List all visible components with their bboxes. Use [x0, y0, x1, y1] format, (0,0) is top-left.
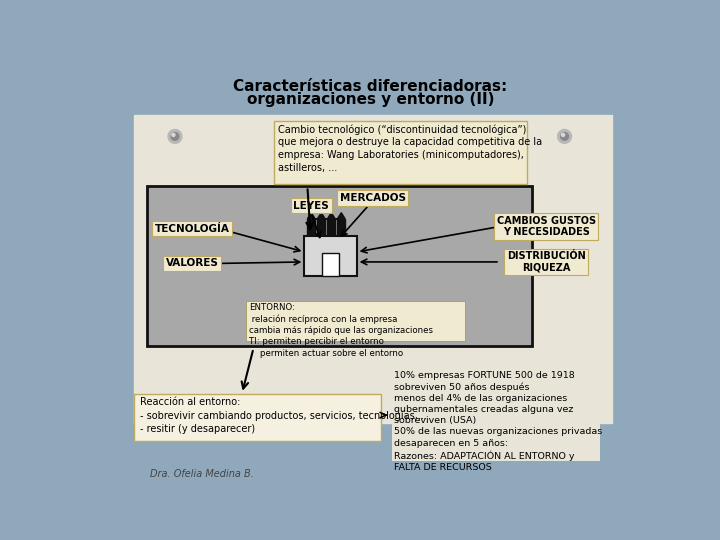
Text: Reacción al entorno:
- sobrevivir cambiando productos, servicios, tecnologías,..: Reacción al entorno: - sobrevivir cambia…	[140, 397, 426, 434]
Bar	[274, 121, 527, 184]
Text: TECNOLOGÍA: TECNOLOGÍA	[155, 224, 230, 234]
Text: CAMBIOS GUSTOS
Y NECESIDADES: CAMBIOS GUSTOS Y NECESIDADES	[497, 215, 595, 237]
Bar	[305, 236, 356, 276]
Bar	[148, 186, 532, 346]
Text: DISTRIBUCIÓN
RIQUEZA: DISTRIBUCIÓN RIQUEZA	[507, 251, 585, 273]
Circle shape	[558, 130, 572, 143]
Bar	[307, 219, 315, 236]
Bar	[322, 253, 339, 276]
Polygon shape	[307, 213, 345, 219]
Circle shape	[171, 132, 179, 140]
Bar	[246, 301, 465, 341]
Text: LEYES: LEYES	[293, 201, 329, 211]
Text: Características diferenciadoras:: Características diferenciadoras:	[233, 79, 508, 93]
Text: MERCADOS: MERCADOS	[340, 193, 406, 203]
Text: ENTORNO:
 relación recíproca con la empresa
cambia más rápido que las organizaci: ENTORNO: relación recíproca con la empre…	[249, 303, 433, 357]
Bar	[318, 219, 325, 236]
Bar	[134, 115, 611, 423]
Circle shape	[172, 133, 175, 137]
Text: Cambio tecnológico (“discontinuidad tecnológica”)
que mejora o destruye la capac: Cambio tecnológico (“discontinuidad tecn…	[278, 124, 542, 173]
Circle shape	[562, 133, 564, 137]
Circle shape	[561, 132, 568, 140]
Bar	[392, 369, 600, 461]
Bar	[338, 219, 345, 236]
Bar	[134, 394, 381, 441]
Text: VALORES: VALORES	[166, 259, 218, 268]
Text: Dra. Ofelia Medina B.: Dra. Ofelia Medina B.	[150, 469, 253, 479]
Text: organizaciones y entorno (II): organizaciones y entorno (II)	[247, 92, 495, 107]
Text: 10% empresas FORTUNE 500 de 1918
sobreviven 50 años después
menos del 4% de las : 10% empresas FORTUNE 500 de 1918 sobrevi…	[395, 372, 603, 471]
Bar	[328, 219, 335, 236]
Circle shape	[168, 130, 182, 143]
